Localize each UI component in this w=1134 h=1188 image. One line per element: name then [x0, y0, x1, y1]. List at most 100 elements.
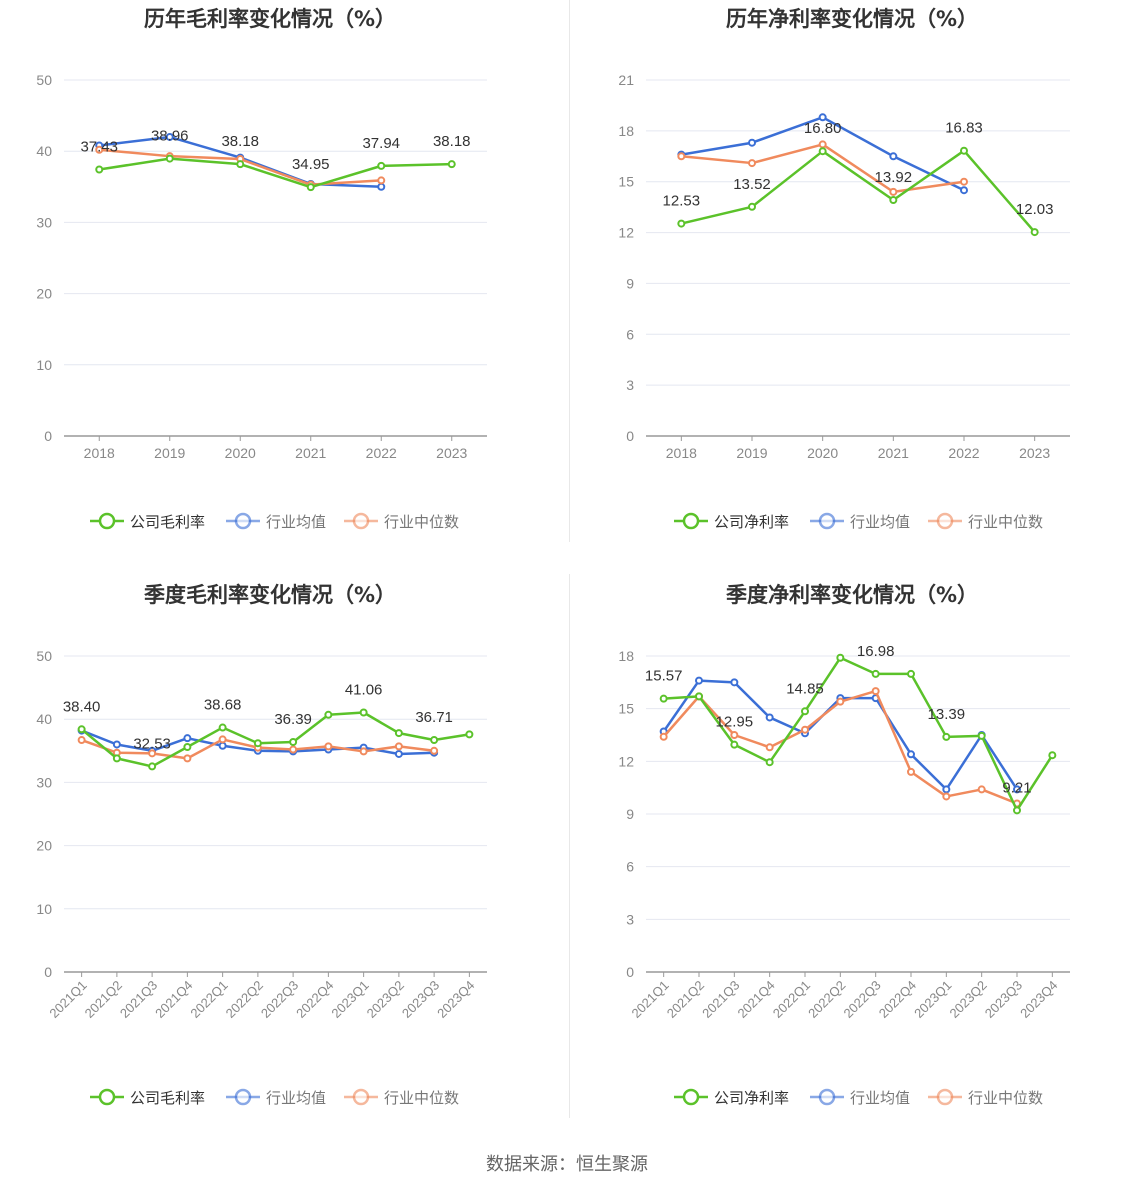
data-point-industry-median — [942, 792, 951, 801]
data-label: 12.95 — [716, 714, 754, 731]
y-tick-label: 12 — [618, 225, 634, 241]
legend-item-industry-avg: 行业均值 — [810, 512, 910, 531]
y-tick-label: 50 — [36, 72, 52, 88]
data-point-company — [218, 723, 227, 732]
data-label: 38.18 — [433, 133, 471, 150]
series-line-company — [681, 149, 1036, 233]
y-tick-label: 0 — [44, 964, 52, 980]
data-point-industry-avg — [889, 152, 898, 161]
legend-marker — [936, 1088, 954, 1106]
x-tick-label: 2021Q3 — [117, 978, 160, 1021]
legend-label: 行业均值 — [850, 513, 910, 531]
x-tick-label: 2023Q3 — [399, 978, 442, 1021]
legend-label: 行业中位数 — [384, 513, 459, 531]
data-point-industry-avg — [394, 749, 403, 758]
y-tick-label: 9 — [626, 806, 634, 822]
data-point-company — [165, 154, 174, 163]
legend-item-industry-median: 行业中位数 — [928, 1088, 1043, 1107]
data-point-company — [447, 160, 456, 169]
data-point-industry-avg — [907, 750, 915, 759]
data-label: 9.21 — [1002, 779, 1031, 796]
legend-label: 行业均值 — [266, 1089, 326, 1107]
data-label: 13.52 — [733, 176, 771, 193]
x-tick-label: 2019 — [154, 445, 185, 461]
series-industry-median — [77, 735, 439, 763]
x-tick-label: 2022Q4 — [876, 978, 919, 1021]
quarterly-net-margin-chart: 季度净利率变化情况（%） 0 3 6 9 12 15 18 2021Q1 2021Q2 2021Q3… — [572, 576, 1134, 1121]
legend-item-industry-median: 行业中位数 — [928, 512, 1043, 531]
legend-item-company: 公司净利率 — [674, 512, 789, 531]
y-tick-label: 6 — [626, 859, 634, 875]
panel-divider-top — [569, 0, 570, 542]
x-tick-label: 2021Q4 — [734, 978, 777, 1021]
data-label: 15.57 — [645, 668, 683, 685]
x-tick-label: 2018 — [666, 445, 697, 461]
data-point-company — [95, 165, 104, 174]
annual-net-margin-chart: 历年净利率变化情况（%） 0 3 6 9 12 15 18 21 2018 2019 2020 2021… — [572, 0, 1134, 545]
series-company — [659, 653, 1057, 815]
y-tick-label: 30 — [36, 774, 52, 790]
data-point-company — [818, 147, 827, 156]
data-point-industry-median — [871, 687, 880, 696]
y-tick-label: 10 — [36, 901, 52, 917]
legend-label: 公司毛利率 — [130, 513, 205, 531]
data-point-company — [695, 692, 703, 701]
y-tick-label: 30 — [36, 214, 52, 230]
y-tick-label: 18 — [618, 648, 634, 664]
series-company — [677, 146, 1039, 237]
x-tick-label: 2022Q1 — [770, 978, 813, 1021]
y-tick-label: 20 — [36, 838, 52, 854]
data-point-industry-avg — [765, 713, 774, 722]
data-point-company — [1013, 806, 1021, 815]
y-tick-label: 3 — [626, 377, 634, 393]
x-tick-label: 2023Q3 — [982, 978, 1025, 1021]
data-point-industry-median — [748, 159, 756, 168]
legend-item-industry-avg: 行业均值 — [226, 512, 326, 531]
chart-title: 季度毛利率变化情况（%） — [144, 583, 396, 607]
x-tick-label: 2023Q2 — [946, 978, 989, 1021]
series-company — [77, 708, 474, 771]
data-label: 37.94 — [362, 135, 400, 152]
legend-label: 行业中位数 — [968, 1089, 1043, 1107]
data-point-industry-avg — [112, 740, 121, 749]
x-tick-label: 2023Q2 — [364, 978, 407, 1021]
data-point-industry-median — [148, 749, 157, 758]
data-point-company — [659, 694, 668, 703]
legend-marker — [818, 1088, 836, 1106]
data-point-industry-avg — [218, 741, 227, 750]
x-tick-label: 2021Q1 — [628, 978, 671, 1021]
data-point-company — [359, 708, 368, 717]
quarterly-net-svg: 季度净利率变化情况（%） 0 3 6 9 12 15 18 2021Q12021Q22021Q3… — [618, 583, 1070, 1107]
data-point-company — [394, 729, 403, 738]
x-tick-label: 2020 — [807, 445, 838, 461]
data-point-industry-median — [836, 697, 845, 706]
x-tick-label: 2021Q4 — [152, 978, 195, 1021]
data-point-company — [1048, 751, 1057, 760]
data-point-company — [1030, 228, 1039, 237]
data-point-industry-median — [677, 152, 686, 161]
legend-label: 公司净利率 — [714, 1089, 789, 1107]
annual-gross-svg: 历年毛利率变化情况（%） 0 10 20 30 40 50 2018 2019 2020 2021 2… — [36, 7, 487, 531]
series-line-company — [663, 656, 1054, 812]
y-tick-label: 20 — [36, 286, 52, 302]
x-tick-label: 2019 — [736, 445, 767, 461]
data-label: 38.68 — [204, 697, 242, 714]
series-industry-avg — [659, 676, 1021, 794]
y-tick-label: 10 — [36, 357, 52, 373]
data-label: 34.95 — [292, 156, 330, 173]
data-point-company — [942, 732, 951, 741]
data-point-company — [730, 740, 739, 749]
data-label: 36.39 — [274, 711, 312, 728]
y-tick-label: 50 — [36, 648, 52, 664]
x-tick-label: 2022Q2 — [223, 978, 266, 1021]
data-point-industry-median — [977, 785, 986, 794]
quarterly-gross-svg: 季度毛利率变化情况（%）010203040502021Q12021Q22021Q… — [36, 583, 487, 1107]
quarterly-gross-margin-chart: 季度毛利率变化情况（%） 0 10 20 30 40 50 2021Q1 2021Q2 2021Q… — [0, 576, 566, 1121]
legend-label: 公司净利率 — [714, 513, 789, 531]
data-point-company — [871, 669, 880, 678]
data-label: 16.80 — [804, 120, 842, 137]
data-label: 14.85 — [786, 680, 824, 697]
data-point-industry-median — [289, 745, 298, 754]
data-point-company — [765, 758, 774, 767]
data-point-industry-median — [95, 145, 104, 154]
